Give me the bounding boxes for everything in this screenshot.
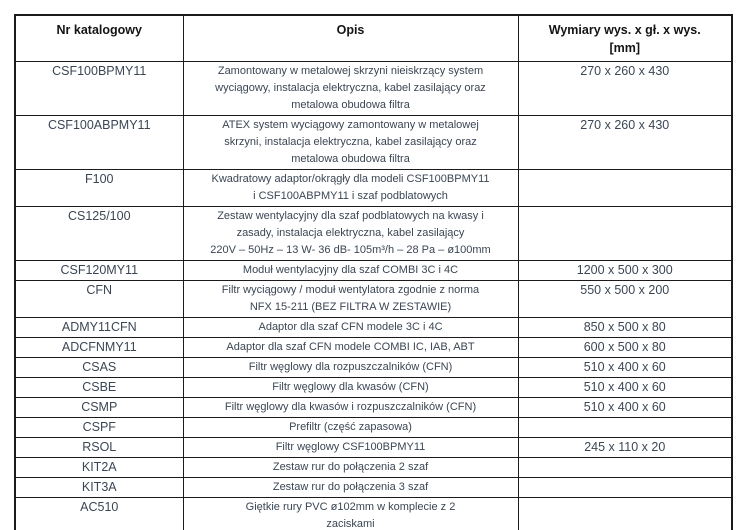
description-cell: Filtr wyciągowy / moduł wentylatora zgod… — [182, 280, 519, 318]
dimensions-cell — [517, 457, 733, 478]
description-cell: Prefiltr (część zapasowa) — [182, 417, 519, 438]
catalog-number-cell: ADMY11CFN — [14, 317, 184, 338]
description-cell: Filtr węglowy dla kwasów i rozpuszczalni… — [182, 397, 519, 418]
dimensions-cell: 600 x 500 x 80 — [517, 337, 733, 358]
dimensions-cell — [517, 477, 733, 498]
column-header-dimensions: Wymiary wys. x gł. x wys. [mm] — [517, 14, 733, 62]
description-cell: Zamontowany w metalowej skrzyni nieiskrz… — [182, 61, 519, 116]
catalog-number-cell: CFN — [14, 280, 184, 318]
dimensions-cell: 1200 x 500 x 300 — [517, 260, 733, 281]
column-header-description: Opis — [182, 14, 519, 62]
description-cell: Zestaw rur do połączenia 2 szaf — [182, 457, 519, 478]
dimensions-cell — [517, 206, 733, 261]
dimensions-cell — [517, 497, 733, 530]
table-row: CSBE Filtr węglowy dla kwasów (CFN) 510 x … — [14, 377, 733, 398]
catalog-number-cell: CSAS — [14, 357, 184, 378]
table-row: F100 Kwadratowy adaptor/okrągły dla model… — [14, 169, 733, 207]
catalog-number-cell: RSOL — [14, 437, 184, 458]
catalog-table: Nr katalogowy Opis Wymiary wys. x gł. x … — [14, 14, 733, 530]
description-cell: Zestaw wentylacyjny dla szaf podblatowyc… — [182, 206, 519, 261]
dimensions-cell — [517, 169, 733, 207]
dimensions-cell: 270 x 260 x 430 — [517, 115, 733, 170]
description-cell: ATEX system wyciągowy zamontowany w meta… — [182, 115, 519, 170]
description-cell: Adaptor dla szaf CFN modele 3C i 4C — [182, 317, 519, 338]
table-row: ADMY11CFN Adaptor dla szaf CFN modele 3C … — [14, 317, 733, 338]
table-row: CFN Filtr wyciągowy / moduł wentylatora z… — [14, 280, 733, 318]
catalog-number-cell: KIT2A — [14, 457, 184, 478]
description-cell: Adaptor dla szaf CFN modele COMBI IC, IA… — [182, 337, 519, 358]
dimensions-cell: 510 x 400 x 60 — [517, 377, 733, 398]
catalog-number-cell: ADCFNMY11 — [14, 337, 184, 358]
table-row: CSMP Filtr węglowy dla kwasów i rozpuszcz… — [14, 397, 733, 418]
catalog-number-cell: F100 — [14, 169, 184, 207]
table-row: RSOL Filtr węglowy CSF100BPMY11 245 x 110 … — [14, 437, 733, 458]
dimensions-cell: 245 x 110 x 20 — [517, 437, 733, 458]
table-row: CSAS Filtr węglowy dla rozpuszczalników (… — [14, 357, 733, 378]
dimensions-cell: 510 x 400 x 60 — [517, 357, 733, 378]
catalog-number-cell: CS125/100 — [14, 206, 184, 261]
catalog-number-cell: CSF100BPMY11 — [14, 61, 184, 116]
description-cell: Filtr węglowy CSF100BPMY11 — [182, 437, 519, 458]
description-cell: Filtr węglowy dla rozpuszczalników (CFN) — [182, 357, 519, 378]
dimensions-cell: 550 x 500 x 200 — [517, 280, 733, 318]
catalog-number-cell: CSPF — [14, 417, 184, 438]
dimensions-cell — [517, 417, 733, 438]
dimensions-cell: 510 x 400 x 60 — [517, 397, 733, 418]
table-row: CSF120MY11 Moduł wentylacyjny dla szaf CO… — [14, 260, 733, 281]
table-row: ADCFNMY11 Adaptor dla szaf CFN modele COM… — [14, 337, 733, 358]
dimensions-cell: 850 x 500 x 80 — [517, 317, 733, 338]
column-header-catalog-number: Nr katalogowy — [14, 14, 184, 62]
catalog-number-cell: CSF100ABPMY11 — [14, 115, 184, 170]
description-cell: Moduł wentylacyjny dla szaf COMBI 3C i 4… — [182, 260, 519, 281]
description-cell: Kwadratowy adaptor/okrągły dla modeli CS… — [182, 169, 519, 207]
description-cell: Zestaw rur do połączenia 3 szaf — [182, 477, 519, 498]
catalog-table-body: CSF100BPMY11 Zamontowany w metalowej skrz… — [14, 61, 733, 530]
catalog-number-cell: CSBE — [14, 377, 184, 398]
description-cell: Filtr węglowy dla kwasów (CFN) — [182, 377, 519, 398]
catalog-number-cell: CSMP — [14, 397, 184, 418]
catalog-number-cell: KIT3A — [14, 477, 184, 498]
table-row: CS125/100 Zestaw wentylacyjny dla szaf po… — [14, 206, 733, 261]
table-row: AC510 Giętkie rury PVC ø102mm w komplecie… — [14, 497, 733, 530]
catalog-table-header: Nr katalogowy Opis Wymiary wys. x gł. x … — [14, 14, 733, 62]
dimensions-cell: 270 x 260 x 430 — [517, 61, 733, 116]
table-row: KIT2A Zestaw rur do połączenia 2 szaf — [14, 457, 733, 478]
header-row: Nr katalogowy Opis Wymiary wys. x gł. x … — [14, 14, 733, 62]
table-row: KIT3A Zestaw rur do połączenia 3 szaf — [14, 477, 733, 498]
table-row: CSPF Prefiltr (część zapasowa) — [14, 417, 733, 438]
table-row: CSF100ABPMY11 ATEX system wyciągowy zamon… — [14, 115, 733, 170]
catalog-number-cell: CSF120MY11 — [14, 260, 184, 281]
table-row: CSF100BPMY11 Zamontowany w metalowej skrz… — [14, 61, 733, 116]
catalog-number-cell: AC510 — [14, 497, 184, 530]
description-cell: Giętkie rury PVC ø102mm w komplecie z 2 … — [182, 497, 519, 530]
